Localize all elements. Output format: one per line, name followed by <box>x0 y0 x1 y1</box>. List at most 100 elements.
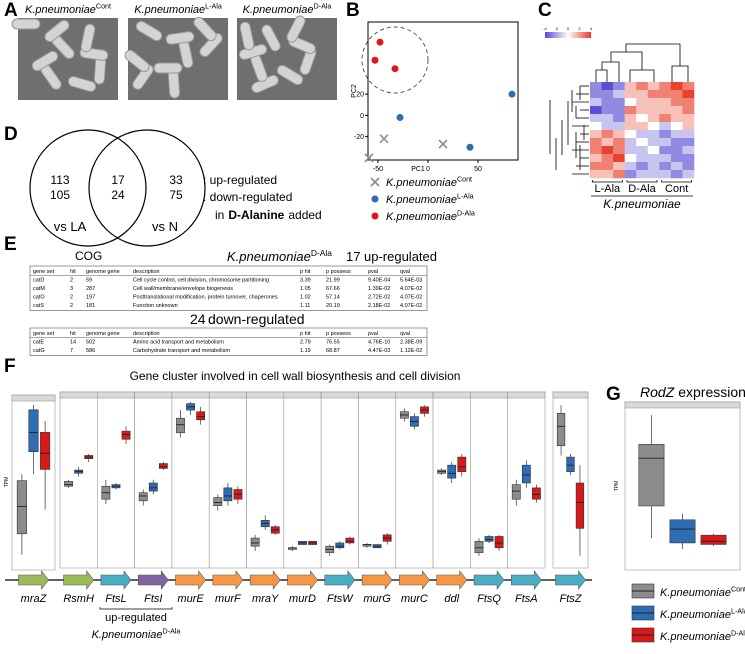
scale-cell <box>577 32 580 38</box>
heat-cell <box>682 130 695 139</box>
gene-arrow <box>436 570 468 590</box>
table-cell: 57.14 <box>326 295 340 301</box>
legend-label-name: K.pneumoniae <box>386 194 457 206</box>
legend-label-sup: D-Ala <box>731 630 745 638</box>
image-title-name: K.pneumoniae <box>25 4 96 16</box>
table-cell: 20.19 <box>326 303 340 309</box>
legend-label-name: K.pneumoniae <box>386 177 457 189</box>
heat-cell <box>613 170 625 179</box>
gene-label: murE <box>177 593 204 605</box>
table-cell: Posttranslational modification, protein … <box>133 295 278 301</box>
scale-tick-label: 2 <box>578 26 581 31</box>
note-prefix: in <box>215 208 224 222</box>
gene-label: FtsI <box>144 593 162 605</box>
heat-cell <box>670 90 683 99</box>
panel-label: E <box>4 234 17 255</box>
heat-cell <box>636 162 649 171</box>
heat-cell <box>613 114 625 123</box>
table-cell: 67.66 <box>326 286 340 292</box>
heat-cell <box>647 154 660 163</box>
table-cell: 1.19 <box>300 348 311 354</box>
table-cell: 4.07E-02 <box>400 286 422 292</box>
heat-cell <box>659 162 672 171</box>
gene-arrow <box>473 570 505 590</box>
scale-cell <box>574 32 578 38</box>
box <box>121 430 131 440</box>
box <box>474 541 484 553</box>
table-cell: catD <box>33 278 44 284</box>
gene-label: mraY <box>252 593 279 605</box>
heat-cell <box>636 138 649 147</box>
table-cell: Cell wall/membrane/envelope biogenesis <box>133 286 233 292</box>
annotation: up-regulated <box>105 612 167 624</box>
heat-cell <box>659 154 672 163</box>
annotation-species-name: K.pneumoniae <box>92 629 163 641</box>
x-tick-label: -50 <box>373 166 383 173</box>
column-bracket <box>626 180 658 183</box>
scale-cell <box>547 32 550 38</box>
point <box>438 139 448 149</box>
scale-tick-label: -4 <box>543 26 547 31</box>
venn-circle <box>88 129 206 247</box>
facet-strip <box>470 391 508 399</box>
table-cell: 2 <box>70 303 73 309</box>
bacterium <box>135 20 163 42</box>
heat-cell <box>590 170 602 179</box>
heat-cell <box>670 82 683 91</box>
panel-label: G <box>606 384 621 405</box>
legend-label: K.pneumoniaeCont <box>386 176 472 189</box>
table-header: qval <box>400 269 410 275</box>
heat-cell <box>613 138 625 147</box>
table-cell: 2 <box>70 278 73 284</box>
panel-label: B <box>346 0 360 21</box>
heat-cell <box>590 98 602 107</box>
scale-cell <box>563 32 566 38</box>
table-cell: 586 <box>86 348 95 354</box>
column-label: Cont <box>665 183 688 195</box>
facet <box>320 391 359 569</box>
y-tick-label: -20 <box>354 134 364 141</box>
heat-cell <box>590 138 602 147</box>
table-frame <box>29 327 428 356</box>
heat-cell <box>636 154 649 163</box>
box <box>196 411 206 421</box>
panel-label: F <box>4 356 16 377</box>
note: in D-Alanine added <box>215 208 322 222</box>
heat-cell <box>636 146 649 155</box>
heat-cell <box>659 90 672 99</box>
table-cell: Carbohydrate transport and metabolism <box>133 348 230 354</box>
heat-cell <box>670 106 683 115</box>
heat-cell <box>659 130 672 139</box>
table-cell: 1.39E-02 <box>368 286 390 292</box>
box <box>223 487 233 502</box>
table-header: p hit <box>300 269 311 275</box>
table-cell: 9.40E-04 <box>368 278 390 284</box>
bacterium <box>167 69 181 99</box>
scale-cell <box>584 32 587 38</box>
heat-cell <box>624 130 637 139</box>
scale-cell <box>570 32 573 38</box>
heat-cell <box>601 82 614 91</box>
image-title: K.pneumoniaeD-Ala <box>243 3 332 16</box>
x-tick-label: 0 <box>426 166 430 173</box>
table-cell: 4.07E-02 <box>400 303 422 309</box>
note-suffix: added <box>288 208 321 222</box>
heat-cell <box>670 154 683 163</box>
table-title-name: K.pneumoniae <box>227 249 311 264</box>
legend-label: K.pneumoniaeD-Ala <box>386 210 475 223</box>
note-bold: D-Alanine <box>228 208 284 222</box>
table-title-sup: D-Ala <box>311 248 332 258</box>
gene-label: ddl <box>444 593 459 605</box>
heat-cell <box>636 170 649 179</box>
heat-cell <box>601 138 614 147</box>
bacterium <box>44 19 70 43</box>
table-header: p possess <box>326 331 351 337</box>
scale-tick-label: -2 <box>555 26 559 31</box>
heat-cell <box>613 122 625 131</box>
facet-strip <box>507 391 546 399</box>
table-header: gene set <box>33 331 55 337</box>
box <box>700 534 727 545</box>
column-bracket <box>591 180 623 183</box>
scale-tick-label: 0 <box>567 26 570 31</box>
table-frame <box>29 265 428 311</box>
